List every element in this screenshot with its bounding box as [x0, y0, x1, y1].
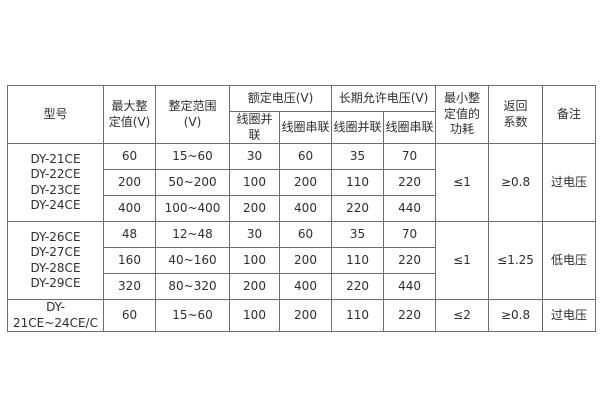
header-model: 型号	[7, 84, 104, 145]
remark-cell: 过电压	[542, 299, 597, 333]
header-rated-coil-parallel: 线圈并联	[229, 110, 280, 145]
rated-series-cell: 60	[278, 221, 333, 249]
long-parallel-cell: 35	[331, 221, 385, 249]
max-setting-cell: 48	[103, 221, 156, 249]
header-rated-coil-series: 线圈串联	[278, 110, 333, 145]
long-series-cell: 70	[383, 221, 437, 249]
return-coeff-cell: ≥0.8	[488, 299, 544, 333]
setting-range-cell: 50~200	[155, 169, 230, 197]
long-parallel-cell: 110	[331, 169, 385, 197]
rated-series-cell: 60	[278, 143, 333, 171]
max-setting-cell: 60	[103, 143, 156, 171]
setting-range-cell: 15~60	[155, 299, 230, 333]
max-setting-cell: 400	[103, 195, 156, 223]
setting-range-cell: 15~60	[155, 143, 230, 171]
table-row: DY-26CE DY-27CE DY-28CE DY-29CE 48 12~48…	[7, 221, 597, 301]
long-series-cell: 220	[383, 247, 437, 275]
model-cell: DY-21CE~24CE/C	[7, 299, 104, 333]
header-long-term-voltage: 长期允许电压(V)	[331, 85, 437, 112]
header-remarks: 备注	[542, 84, 597, 145]
max-setting-cell: 200	[103, 169, 156, 197]
table-row: DY-21CE~24CE/C 60 15~60 100 200 110 220 …	[7, 299, 597, 333]
setting-range-cell: 12~48	[155, 221, 230, 249]
long-series-cell: 440	[383, 195, 437, 223]
rated-parallel-cell: 100	[229, 247, 280, 275]
relay-spec-table: 型号 最大整 定值(V) 整定范围 (V) 额定电压(V) 长期允许电压(V) …	[7, 84, 597, 333]
rated-parallel-cell: 100	[229, 299, 280, 333]
table-row: 160 40~160 100 200 110 220	[8, 247, 596, 275]
long-parallel-cell: 110	[331, 247, 385, 275]
setting-range-cell: 40~160	[155, 247, 230, 275]
min-power-cell: ≤1	[435, 221, 490, 301]
table-row: 320 80~320 200 400 220 440	[8, 273, 596, 301]
min-power-cell: ≤2	[435, 299, 490, 333]
max-setting-cell: 160	[103, 247, 156, 275]
rated-parallel-cell: 200	[229, 195, 280, 223]
return-coeff-cell: ≤1.25	[488, 221, 544, 301]
long-series-cell: 70	[383, 143, 437, 171]
header-row-2: 线圈并联 线圈串联 线圈并联 线圈串联	[8, 110, 596, 145]
model-group-cell: DY-26CE DY-27CE DY-28CE DY-29CE	[7, 221, 104, 301]
header-rated-voltage: 额定电压(V)	[228, 85, 333, 112]
return-coeff-cell: ≥0.8	[488, 143, 544, 223]
long-parallel-cell: 220	[331, 195, 385, 223]
long-series-cell: 440	[383, 273, 437, 301]
model-group-cell: DY-21CE DY-22CE DY-23CE DY-24CE	[7, 143, 104, 223]
header-long-coil-series: 线圈串联	[383, 110, 437, 145]
long-series-cell: 220	[383, 299, 437, 333]
long-parallel-cell: 220	[331, 273, 385, 301]
max-setting-cell: 320	[103, 273, 156, 301]
setting-range-cell: 80~320	[155, 273, 230, 301]
remark-cell: 低电压	[542, 221, 597, 301]
rated-series-cell: 200	[278, 299, 333, 333]
table-row: DY-21CE DY-22CE DY-23CE DY-24CE 60 15~60…	[7, 143, 597, 223]
setting-range-cell: 100~400	[155, 195, 230, 223]
rated-series-cell: 200	[278, 169, 333, 197]
rated-parallel-cell: 100	[229, 169, 280, 197]
long-series-cell: 220	[383, 169, 437, 197]
header-setting-range: 整定范围 (V)	[155, 84, 230, 145]
rated-series-cell: 200	[278, 247, 333, 275]
rated-parallel-cell: 30	[229, 143, 280, 171]
min-power-cell: ≤1	[435, 143, 490, 223]
remark-cell: 过电压	[542, 143, 597, 223]
rated-series-cell: 400	[278, 195, 333, 223]
header-long-coil-parallel: 线圈并联	[331, 110, 385, 145]
rated-parallel-cell: 200	[229, 273, 280, 301]
header-row-1: 型号 最大整 定值(V) 整定范围 (V) 额定电压(V) 长期允许电压(V) …	[7, 84, 597, 145]
header-return-coeff: 返回 系数	[488, 84, 544, 145]
rated-series-cell: 400	[278, 273, 333, 301]
header-min-power: 最小整 定值的 功耗	[435, 84, 490, 145]
long-parallel-cell: 110	[331, 299, 385, 333]
max-setting-cell: 60	[103, 299, 156, 333]
rated-parallel-cell: 30	[229, 221, 280, 249]
long-parallel-cell: 35	[331, 143, 385, 171]
header-max-setting: 最大整 定值(V)	[103, 84, 156, 145]
